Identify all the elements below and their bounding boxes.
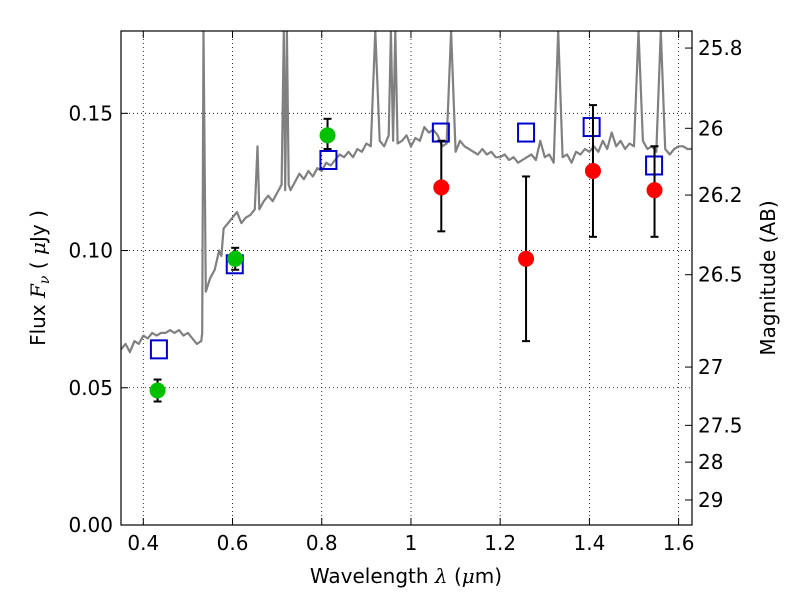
y2-tick-label: 28 xyxy=(698,450,723,474)
x-tick-label: 1.4 xyxy=(573,531,605,555)
nir-detection-point xyxy=(584,162,601,179)
model-photometry-square xyxy=(319,149,338,170)
y-tick-label: 0.10 xyxy=(68,239,113,263)
nir-detection-point xyxy=(646,182,663,199)
secondary-y-axis-label: Magnitude (AB) xyxy=(756,200,780,355)
optical-detection-point xyxy=(227,250,244,267)
model-photometry-square xyxy=(517,122,536,143)
y2-tick-label: 26.5 xyxy=(698,263,743,287)
x-tick-label: 0.6 xyxy=(217,531,249,555)
model-photometry-square xyxy=(582,117,601,138)
y-tick-label: 0.05 xyxy=(68,376,113,400)
plot-frame xyxy=(120,30,693,526)
x-axis-label: Wavelength λ (μm) xyxy=(310,564,502,588)
y2-tick-label: 26.2 xyxy=(698,183,743,207)
y2-tick-label: 27.5 xyxy=(698,413,743,437)
axis-ticks: 0.4 0.6 0.8 1 1.2 1.4 1.6 0.00 0.05 0.10 0.15 25.8 2… xyxy=(68,31,743,555)
y-axis-label: Flux Fν ( μJy ) xyxy=(26,210,53,346)
x-tick-label: 1.6 xyxy=(663,531,695,555)
x-tick-label: 0.4 xyxy=(127,531,159,555)
model-photometry-square xyxy=(149,339,168,360)
y-tick-label: 0.00 xyxy=(68,513,113,537)
y2-tick-label: 27 xyxy=(698,355,723,379)
nir-detection-point xyxy=(433,179,450,196)
plot-area xyxy=(121,31,692,403)
x-tick-label: 1 xyxy=(405,531,418,555)
x-tick-label: 0.8 xyxy=(306,531,338,555)
optical-detection-point xyxy=(319,127,336,144)
sed-template-line xyxy=(121,31,692,354)
y2-tick-label: 29 xyxy=(698,488,723,512)
nir-detection-point xyxy=(518,250,535,267)
x-tick-label: 1.2 xyxy=(484,531,516,555)
optical-detection-point xyxy=(149,382,166,399)
y2-tick-label: 26 xyxy=(698,116,723,140)
y2-tick-label: 25.8 xyxy=(698,36,743,60)
y-tick-label: 0.15 xyxy=(68,101,113,125)
